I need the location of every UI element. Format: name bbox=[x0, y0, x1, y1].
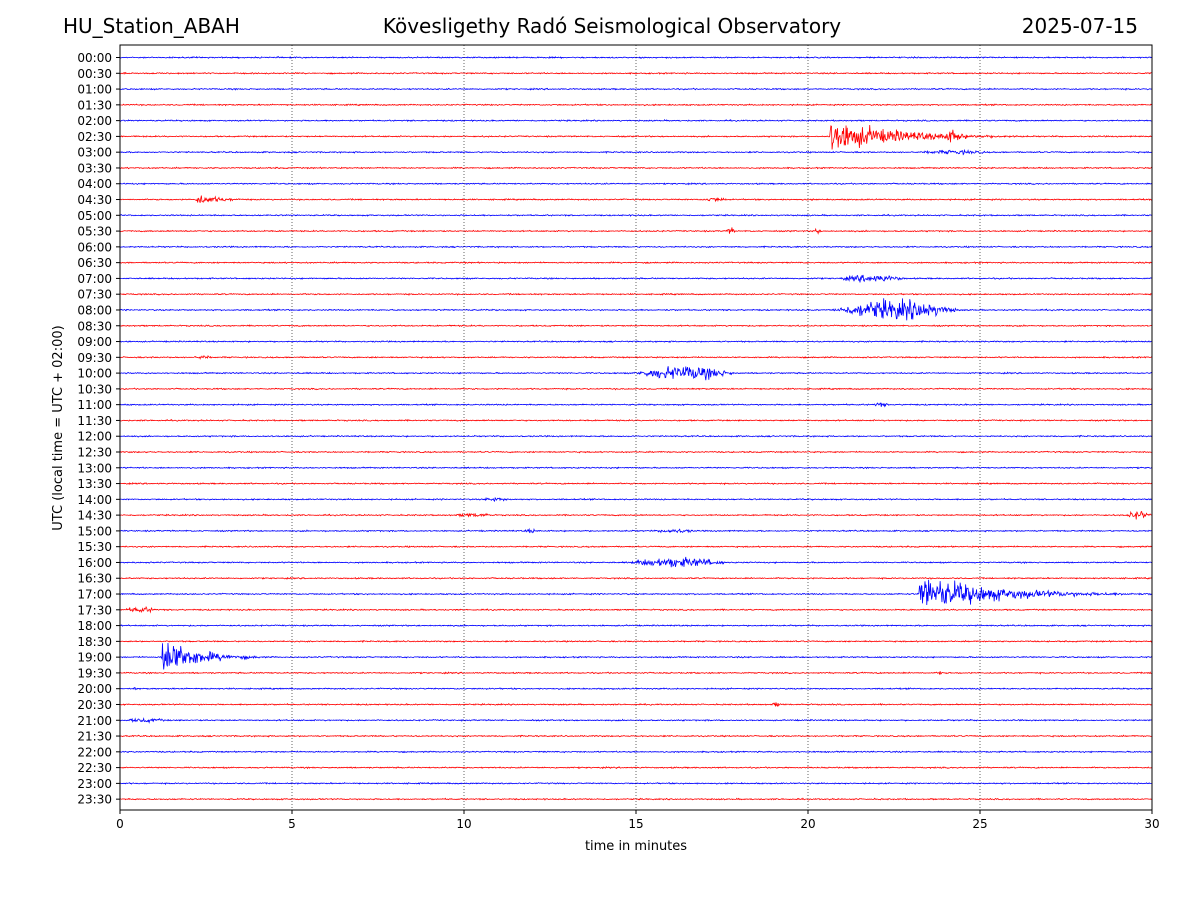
trace-0100 bbox=[119, 87, 1153, 91]
y-tick-label: 22:30 bbox=[77, 761, 112, 775]
trace-1100 bbox=[119, 402, 1153, 408]
trace-1300 bbox=[119, 466, 1153, 470]
trace-0030 bbox=[119, 71, 1153, 75]
x-tick-label: 5 bbox=[288, 817, 296, 831]
observatory-title: Kövesligethy Radó Seismological Observat… bbox=[382, 14, 842, 38]
trace-0630 bbox=[119, 261, 1153, 265]
trace-1030 bbox=[119, 387, 1153, 391]
x-axis-label: time in minutes bbox=[585, 839, 687, 854]
x-tick-label: 10 bbox=[456, 817, 471, 831]
y-tick-label: 12:00 bbox=[77, 430, 112, 444]
x-tick-label: 25 bbox=[972, 817, 987, 831]
y-tick-label: 13:00 bbox=[77, 461, 112, 475]
y-tick-label: 21:30 bbox=[77, 730, 112, 744]
y-tick-label: 01:30 bbox=[77, 98, 112, 112]
y-tick-label: 06:00 bbox=[77, 240, 112, 254]
x-tick-label: 15 bbox=[628, 817, 643, 831]
y-tick-label: 04:00 bbox=[77, 177, 112, 191]
y-tick-label: 00:30 bbox=[77, 67, 112, 81]
trace-1800 bbox=[119, 623, 1153, 628]
y-tick-label: 17:30 bbox=[77, 603, 112, 617]
x-tick-label: 20 bbox=[800, 817, 815, 831]
y-tick-label: 02:30 bbox=[77, 130, 112, 144]
y-tick-label: 14:30 bbox=[77, 509, 112, 523]
y-tick-label: 21:00 bbox=[77, 714, 112, 728]
trace-1200 bbox=[119, 434, 1153, 438]
y-tick-label: 07:00 bbox=[77, 272, 112, 286]
y-tick-label: 22:00 bbox=[77, 745, 112, 759]
x-axis: 0 5 10 15 20 25 30 bbox=[116, 810, 1160, 831]
y-tick-label: 20:30 bbox=[77, 698, 112, 712]
y-tick-label: 03:30 bbox=[77, 161, 112, 175]
y-tick-label: 17:00 bbox=[77, 588, 112, 602]
y-tick-label: 16:00 bbox=[77, 556, 112, 570]
y-tick-label: 16:30 bbox=[77, 572, 112, 586]
trace-1730 bbox=[119, 606, 1153, 614]
y-tick-label: 07:30 bbox=[77, 288, 112, 302]
y-tick-label: 13:30 bbox=[77, 477, 112, 491]
y-tick-label: 04:30 bbox=[77, 193, 112, 207]
y-tick-label: 09:00 bbox=[77, 335, 112, 349]
y-tick-label: 11:00 bbox=[77, 398, 112, 412]
y-tick-label: 19:00 bbox=[77, 651, 112, 665]
trace-2000 bbox=[119, 686, 1153, 691]
x-tick-label: 30 bbox=[1144, 817, 1159, 831]
trace-1830 bbox=[119, 639, 1153, 644]
y-tick-label: 18:00 bbox=[77, 619, 112, 633]
y-tick-label: 23:00 bbox=[77, 777, 112, 791]
trace-1630 bbox=[119, 576, 1153, 581]
y-tick-label: 09:30 bbox=[77, 351, 112, 365]
y-tick-label: 12:30 bbox=[77, 446, 112, 460]
grid-layer bbox=[291, 45, 981, 810]
trace-0830 bbox=[119, 324, 1153, 328]
trace-0430 bbox=[119, 195, 1153, 203]
trace-0530 bbox=[119, 227, 1153, 235]
station-name: HU_Station_ABAH bbox=[63, 14, 240, 38]
trace-1230 bbox=[119, 450, 1153, 454]
y-tick-label: 00:00 bbox=[77, 51, 112, 65]
trace-2230 bbox=[119, 766, 1153, 770]
y-tick-label: 18:30 bbox=[77, 635, 112, 649]
y-tick-label: 15:30 bbox=[77, 540, 112, 554]
trace-0330 bbox=[119, 166, 1153, 170]
y-tick-label: 08:30 bbox=[77, 319, 112, 333]
x-tick-label: 0 bbox=[116, 817, 124, 831]
trace-0130 bbox=[119, 103, 1153, 107]
trace-1600 bbox=[119, 556, 1153, 568]
y-tick-label: 05:30 bbox=[77, 225, 112, 239]
y-tick-label: 01:00 bbox=[77, 83, 112, 97]
trace-0700 bbox=[119, 274, 1153, 283]
y-axis-label: UTC (local time = UTC + 02:00) bbox=[51, 325, 66, 530]
y-tick-label: 23:30 bbox=[77, 793, 112, 807]
trace-1400 bbox=[119, 496, 1153, 503]
y-tick-label: 03:00 bbox=[77, 146, 112, 160]
trace-1900 bbox=[119, 642, 1153, 670]
trace-2030 bbox=[119, 701, 1152, 708]
y-tick-label: 14:00 bbox=[77, 493, 112, 507]
trace-0500 bbox=[119, 213, 1153, 217]
trace-0230 bbox=[119, 125, 1153, 150]
y-tick-label: 05:00 bbox=[77, 209, 112, 223]
y-tick-label: 11:30 bbox=[77, 414, 112, 428]
trace-1430 bbox=[119, 510, 1153, 520]
plot-date: 2025-07-15 bbox=[1021, 14, 1138, 38]
y-tick-label: 02:00 bbox=[77, 114, 112, 128]
y-tick-label: 20:00 bbox=[77, 682, 112, 696]
y-tick-label: 10:30 bbox=[77, 382, 112, 396]
y-tick-label: 19:30 bbox=[77, 666, 112, 680]
y-tick-label: 10:00 bbox=[77, 367, 112, 381]
y-tick-label: 06:30 bbox=[77, 256, 112, 270]
y-tick-label: 08:00 bbox=[77, 303, 112, 317]
y-tick-label: 15:00 bbox=[77, 524, 112, 538]
trace-2200 bbox=[119, 750, 1153, 754]
trace-1700 bbox=[119, 579, 1153, 606]
